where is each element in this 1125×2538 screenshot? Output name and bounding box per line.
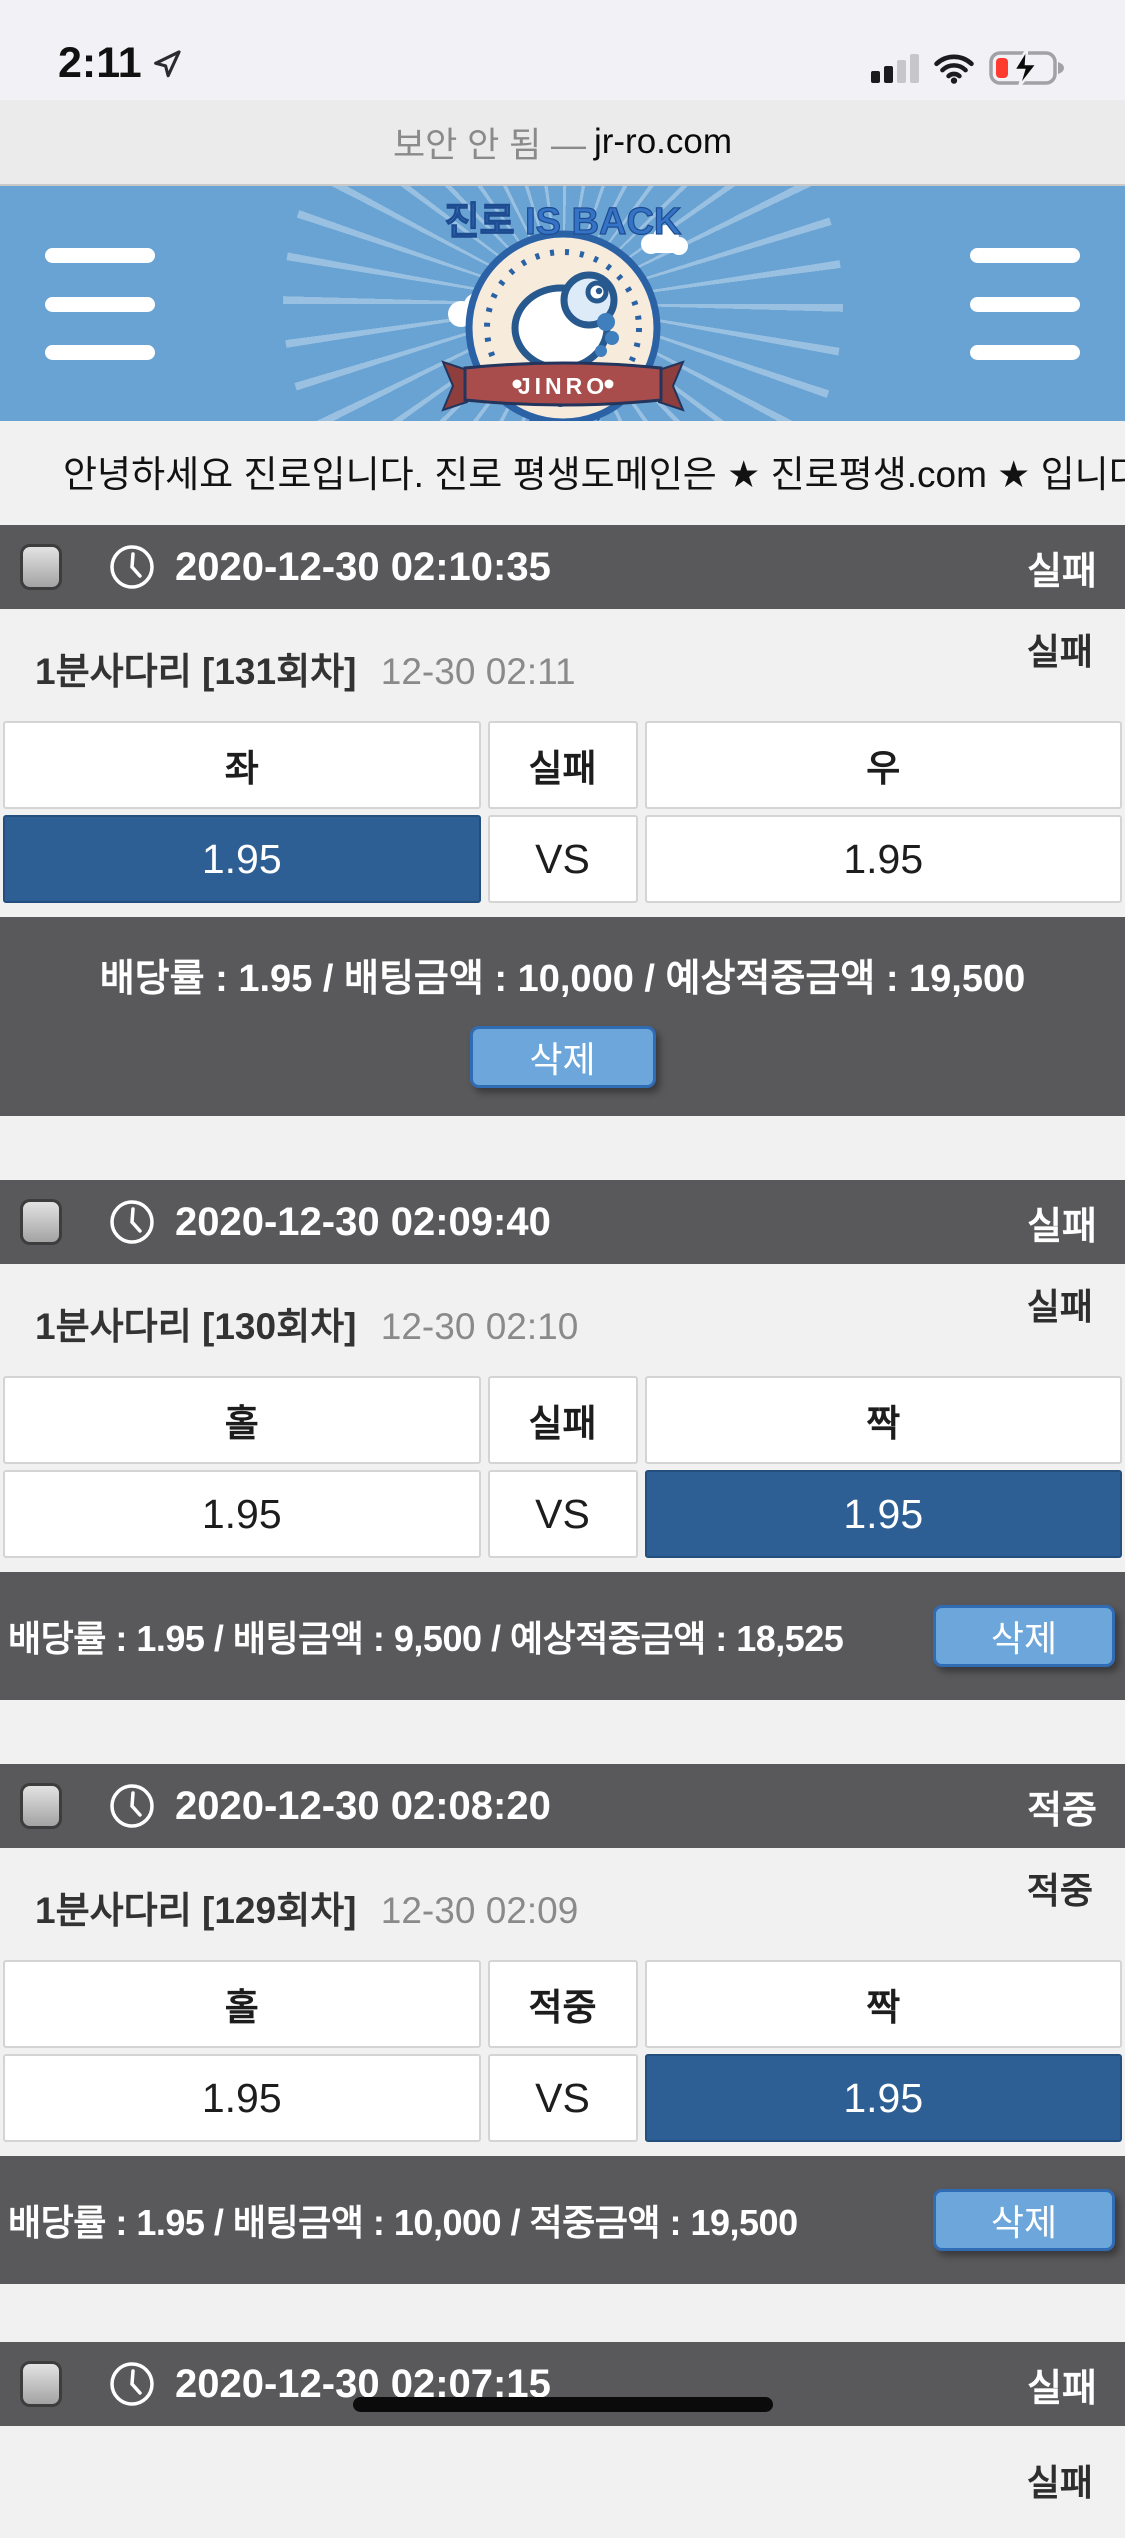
market-result-label: 적중 [487, 1960, 638, 2048]
delete-button[interactable]: 삭제 [933, 2189, 1115, 2251]
cellular-signal-icon [871, 53, 919, 83]
bet-card-header: 2020-12-30 02:08:20 적중 [0, 1764, 1125, 1848]
market-right-label: 짝 [644, 1376, 1122, 1464]
market-result-label: 실패 [487, 1376, 638, 1464]
select-checkbox[interactable] [20, 2361, 62, 2407]
bet-card-partial: 2020-12-30 02:07:15 실패 실패 [0, 2342, 1125, 2538]
site-header: JINRO 진로 IS BACK [0, 186, 1125, 421]
market-left-label: 홀 [3, 1376, 481, 1464]
select-checkbox[interactable] [20, 1199, 62, 1245]
clock-icon [110, 545, 154, 589]
bet-card-header: 2020-12-30 02:10:35 실패 [0, 525, 1125, 609]
logo-title-text: 진로 IS BACK [444, 201, 681, 243]
vs-label: VS [487, 2054, 638, 2142]
frog-icon [511, 271, 619, 372]
odds-table: 홀 실패 짝 1.95 VS 1.95 [0, 1376, 1125, 1572]
vs-label: VS [487, 1470, 638, 1558]
select-checkbox[interactable] [20, 1783, 62, 1829]
round-result: 적중 [1026, 1870, 1093, 1911]
bet-timestamp: 2020-12-30 02:09:40 [175, 1199, 551, 1244]
url-domain: jr-ro.com [593, 122, 733, 161]
bet-summary: 배당률 : 1.95 / 배팅금액 : 10,000 / 적중금액 : 19,5… [8, 2202, 798, 2243]
url-bar[interactable]: 보안 안 됨 — jr-ro.com [0, 100, 1125, 186]
bet-status: 실패 [1027, 1205, 1097, 1248]
bet-timestamp: 2020-12-30 02:08:20 [175, 1783, 551, 1828]
clock-icon [110, 1200, 154, 1244]
round-time: 12-30 02:11 [380, 651, 576, 692]
wifi-icon [934, 54, 974, 84]
bet-round-row: 1분사다리 [131회차] 12-30 02:11 실패 [0, 609, 1125, 721]
battery-charging-icon [989, 48, 1064, 88]
odds-left: 1.95 [3, 2054, 481, 2142]
market-left-label: 좌 [3, 721, 481, 809]
notice-marquee: 안녕하세요 진로입니다. 진로 평생도메인은 ★ 진로평생.com ★ 입니다 [0, 421, 1125, 521]
game-title: 1분사다리 [129회차] 12-30 02:09 [35, 1890, 579, 1931]
menu-button-right[interactable] [970, 248, 1080, 360]
odds-table: 좌 실패 우 1.95 VS 1.95 [0, 721, 1125, 917]
clock-icon [110, 1784, 154, 1828]
home-indicator[interactable] [352, 2397, 773, 2412]
bet-timestamp: 2020-12-30 02:10:35 [175, 544, 551, 589]
round-number: [130회차] [202, 1306, 357, 1347]
round-time: 12-30 02:10 [380, 1306, 579, 1347]
cloud-icon-right [640, 225, 688, 255]
bet-card-footer: 배당률 : 1.95 / 배팅금액 : 9,500 / 예상적중금액 : 18,… [0, 1572, 1125, 1700]
clock-time: 2:11 [58, 39, 142, 87]
game-title: 1분사다리 [131회차] 12-30 02:11 [35, 651, 576, 692]
bet-card-header: 2020-12-30 02:07:15 실패 [0, 2342, 1125, 2426]
bet-summary: 배당률 : 1.95 / 배팅금액 : 9,500 / 예상적중금액 : 18,… [8, 1618, 844, 1659]
vs-label: VS [487, 815, 638, 903]
round-result: 실패 [1026, 1286, 1093, 1327]
bet-card-129: 2020-12-30 02:08:20 적중 1분사다리 [129회차] 12-… [0, 1764, 1125, 2284]
select-checkbox[interactable] [20, 544, 62, 590]
delete-button[interactable]: 삭제 [469, 1026, 656, 1088]
round-result: 실패 [1026, 2462, 1093, 2503]
round-number: [131회차] [202, 651, 357, 692]
bet-card-footer: 배당률 : 1.95 / 배팅금액 : 10,000 / 예상적중금액 : 19… [0, 917, 1125, 1116]
bet-status: 적중 [1027, 1789, 1097, 1832]
market-result-label: 실패 [487, 721, 638, 809]
bet-round-row: 실패 [0, 2426, 1125, 2538]
location-arrow-icon [153, 49, 181, 77]
game-title: 1분사다리 [130회차] 12-30 02:10 [35, 1306, 579, 1347]
market-right-label: 짝 [644, 1960, 1122, 2048]
market-left-label: 홀 [3, 1960, 481, 2048]
logo-ribbon-text: JINRO [517, 373, 607, 399]
security-label: 보안 안 됨 — [392, 125, 586, 165]
bet-card-130: 2020-12-30 02:09:40 실패 1분사다리 [130회차] 12-… [0, 1180, 1125, 1700]
notice-text: 안녕하세요 진로입니다. 진로 평생도메인은 ★ 진로평생.com ★ 입니다 [63, 454, 1125, 495]
jinro-logo: JINRO 진로 IS BACK [440, 200, 688, 421]
odds-left: 1.95 [3, 1470, 481, 1558]
bet-summary: 배당률 : 1.95 / 배팅금액 : 10,000 / 예상적중금액 : 19… [99, 958, 1026, 1000]
round-result: 실패 [1026, 631, 1093, 672]
round-time: 12-30 02:09 [380, 1890, 579, 1931]
ribbon: JINRO [440, 360, 685, 412]
bet-round-row: 1분사다리 [130회차] 12-30 02:10 실패 [0, 1264, 1125, 1376]
delete-button[interactable]: 삭제 [933, 1605, 1115, 1667]
site-logo[interactable]: JINRO 진로 IS BACK [282, 186, 843, 421]
odds-right: 1.95 [644, 815, 1122, 903]
bet-card-header: 2020-12-30 02:09:40 실패 [0, 1180, 1125, 1264]
market-right-label: 우 [644, 721, 1122, 809]
bet-status: 실패 [1027, 550, 1097, 593]
bet-status: 실패 [1027, 2367, 1097, 2410]
round-number: [129회차] [202, 1890, 357, 1931]
bet-card-131: 2020-12-30 02:10:35 실패 1분사다리 [131회차] 12-… [0, 525, 1125, 1116]
menu-button-left[interactable] [45, 248, 155, 360]
clock-icon [110, 2362, 154, 2406]
bet-round-row: 1분사다리 [129회차] 12-30 02:09 적중 [0, 1848, 1125, 1960]
odds-right-picked: 1.95 [644, 1470, 1122, 1558]
odds-left-picked: 1.95 [3, 815, 481, 903]
odds-table: 홀 적중 짝 1.95 VS 1.95 [0, 1960, 1125, 2156]
odds-right-picked: 1.95 [644, 2054, 1122, 2142]
bet-card-footer: 배당률 : 1.95 / 배팅금액 : 10,000 / 적중금액 : 19,5… [0, 2156, 1125, 2284]
status-bar: 2:11 [0, 0, 1125, 100]
